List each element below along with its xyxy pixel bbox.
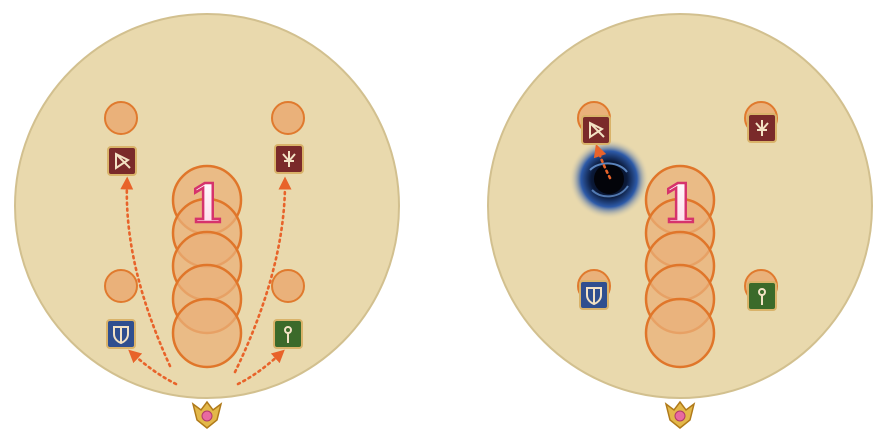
waymark-spot: [271, 269, 305, 303]
arrow-to-healer: [236, 349, 285, 386]
number-marker: 1: [189, 174, 225, 235]
role-healer: [273, 319, 303, 349]
movement-arrows: [593, 143, 612, 180]
arrow-to-melee: [233, 176, 292, 374]
blade-icon: [755, 120, 769, 136]
role-melee: [747, 113, 777, 143]
arrow-to-tank: [128, 349, 178, 386]
black-hole-icon: [569, 139, 649, 219]
diagram-left: 1: [14, 13, 400, 429]
staff-icon: [758, 288, 766, 305]
bow-icon: [589, 121, 605, 139]
orb: [644, 297, 716, 369]
waymark-spot: [104, 269, 138, 303]
orb-column: [171, 164, 243, 369]
role-ranged: [107, 146, 137, 176]
orb-column: [644, 164, 716, 369]
shield-icon: [586, 287, 602, 306]
role-tank: [579, 280, 609, 310]
diagram-right: 1: [487, 13, 873, 429]
shield-icon: [113, 326, 129, 345]
orb: [171, 297, 243, 369]
bow-icon: [115, 152, 131, 170]
player-crest-icon: [191, 400, 223, 429]
player-crest-icon: [664, 400, 696, 429]
role-healer: [747, 281, 777, 311]
waymark-spot: [271, 101, 305, 135]
movement-arrows: [120, 176, 292, 386]
role-melee: [274, 144, 304, 174]
staff-icon: [284, 326, 292, 343]
number-marker: 1: [662, 174, 698, 235]
arrow-to-ranged: [593, 143, 612, 180]
blade-icon: [282, 151, 296, 167]
arrow-to-ranged: [120, 176, 172, 368]
role-tank: [106, 319, 136, 349]
waymark-spot: [104, 101, 138, 135]
role-ranged: [581, 115, 611, 145]
